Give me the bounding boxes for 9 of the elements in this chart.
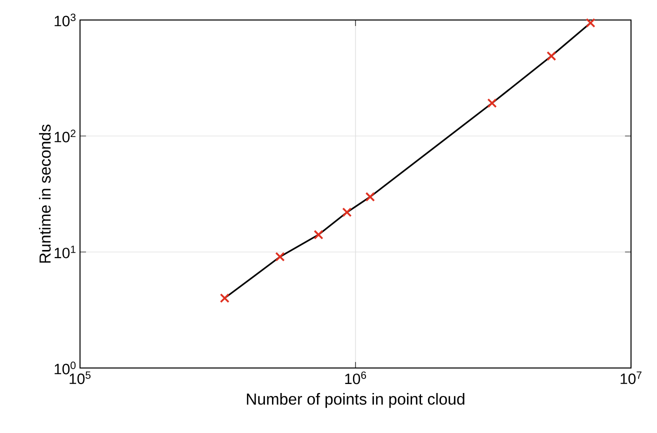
- y-tick-label: 10$^{0}$: [54, 362, 76, 374]
- y-tick-label: 10$^{3}$: [54, 14, 76, 26]
- y-axis-title: Runtime in seconds: [39, 124, 51, 263]
- y-tick-label: 10$^{1}$: [54, 246, 76, 258]
- x-tick-label: 10$^{7}$: [620, 372, 642, 384]
- x-tick-label: 10$^{6}$: [345, 372, 366, 384]
- x-axis-title: Number of points in point cloud: [246, 393, 464, 408]
- x-tick-label: 10$^{5}$: [70, 372, 91, 384]
- y-tick-label: 10$^{2}$: [54, 130, 76, 142]
